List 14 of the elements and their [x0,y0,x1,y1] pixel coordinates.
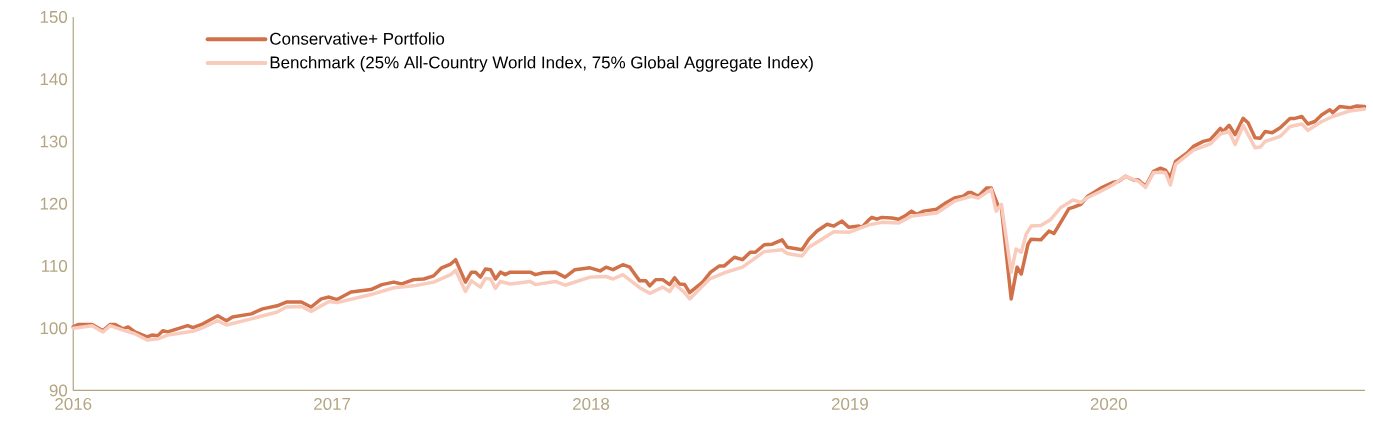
x-tick-label: 2020 [1090,397,1127,410]
y-tick-label: 140 [40,73,68,86]
y-tick-label: 130 [40,135,68,148]
x-tick-label: 2019 [831,397,868,410]
y-tick-label: 120 [40,197,68,210]
legend-label: Conservative+ Portfolio [270,32,445,45]
legend-label: Benchmark (25% All-Country World Index, 75% Global Aggregate Index) [270,55,813,72]
y-tick-label: 90 [49,384,68,397]
y-tick-label: 150 [40,10,68,23]
y-tick-label: 100 [40,322,68,335]
y-tick-label: 110 [42,259,68,272]
x-tick-label: 2016 [55,397,92,410]
x-tick-label: 2018 [573,397,610,410]
x-tick-label: 2017 [314,397,351,410]
